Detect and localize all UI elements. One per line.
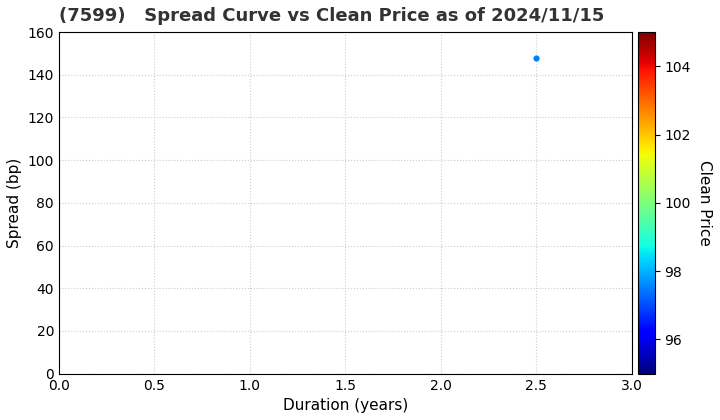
Y-axis label: Spread (bp): Spread (bp): [7, 158, 22, 248]
Y-axis label: Clean Price: Clean Price: [697, 160, 712, 246]
Point: [531, 54, 542, 61]
Text: (7599)   Spread Curve vs Clean Price as of 2024/11/15: (7599) Spread Curve vs Clean Price as of…: [59, 7, 604, 25]
X-axis label: Duration (years): Duration (years): [283, 398, 408, 413]
